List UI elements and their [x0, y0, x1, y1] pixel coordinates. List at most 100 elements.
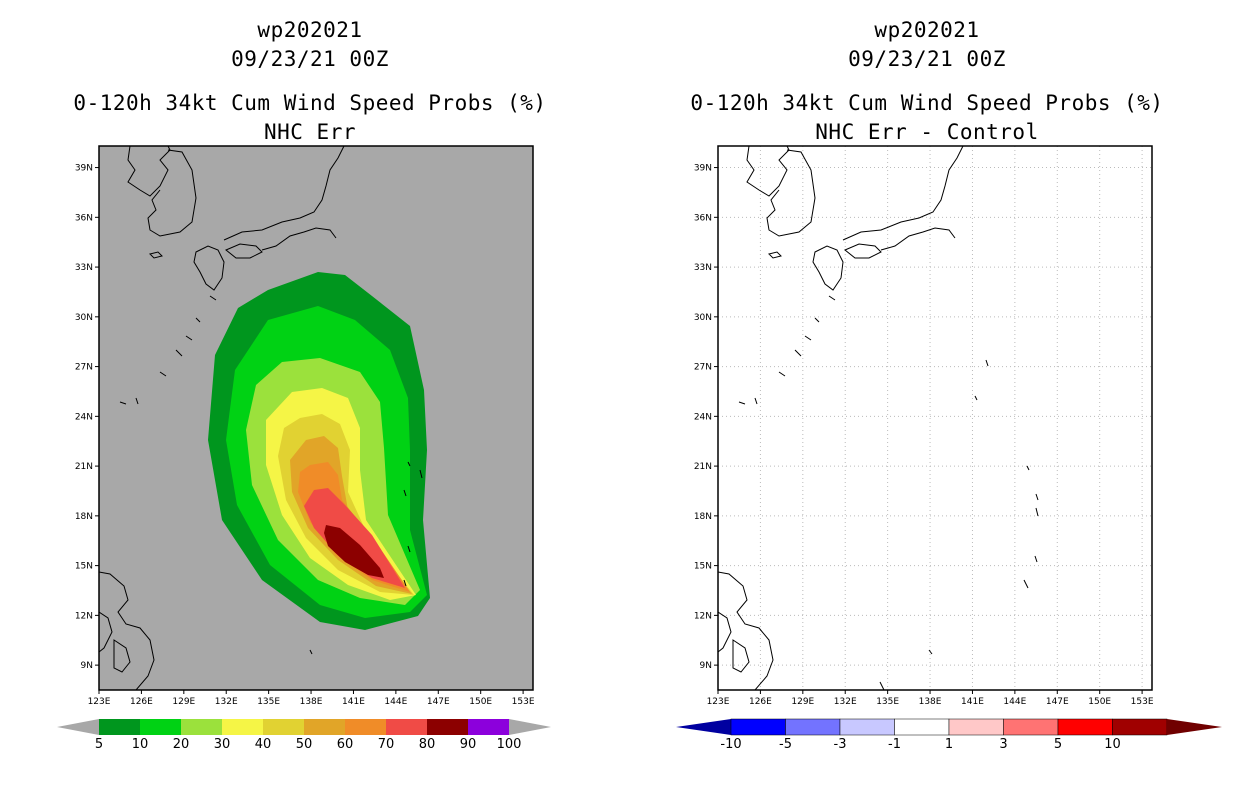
lon-label: 126E	[749, 697, 772, 707]
colorbar-swatch	[99, 719, 140, 735]
colorbar-swatch	[1057, 718, 1113, 736]
lon-label: 150E	[469, 697, 492, 707]
right-colorbar: -10 -5 -3 -1 1 3 5 10	[676, 718, 1222, 752]
lon-label: 123E	[707, 697, 730, 707]
coast-japan-shikoku	[844, 243, 882, 259]
lon-label: 141E	[342, 697, 365, 707]
prob-contour-80	[324, 525, 384, 578]
colorbar-swatch	[839, 718, 895, 736]
colorbar-label: 20	[173, 737, 190, 752]
lat-label: 9N	[700, 661, 712, 671]
colorbar-swatch	[1003, 718, 1059, 736]
lat-label: 21N	[694, 462, 712, 472]
colorbar-swatch	[304, 719, 345, 735]
right-map-background	[718, 146, 1152, 690]
lat-label: 18N	[75, 512, 93, 522]
colorbar-label: 10	[1104, 737, 1121, 752]
coast-jeju	[768, 251, 782, 259]
coast-korea-peninsula	[147, 149, 197, 237]
coast-korea-china	[127, 146, 171, 197]
right-map-frame	[717, 145, 1153, 691]
coast-philippines	[718, 571, 774, 690]
colorbar-label: 40	[255, 737, 272, 752]
colorbar-swatch	[948, 718, 1004, 736]
colorbar-swatch	[263, 719, 304, 735]
lon-label: 153E	[1131, 697, 1154, 707]
colorbar-label: 5	[95, 737, 103, 752]
right-coastlines	[718, 146, 1039, 690]
lat-label: 21N	[75, 462, 93, 472]
colorbar-swatch	[1112, 718, 1168, 736]
lat-label: 30N	[694, 313, 712, 323]
lat-label: 27N	[75, 363, 93, 373]
colorbar-right-arrow	[1167, 719, 1222, 735]
colorbar-swatch	[785, 718, 841, 736]
lon-label: 153E	[512, 697, 535, 707]
coast-jeju	[149, 251, 163, 259]
lon-label: 126E	[130, 697, 153, 707]
left-storm-id: wp202021	[257, 18, 363, 42]
coast-japan-south	[261, 227, 337, 251]
probability-contours	[208, 272, 430, 630]
lat-label: 15N	[75, 562, 93, 572]
left-product-title: 0-120h 34kt Cum Wind Speed Probs (%)	[73, 91, 547, 115]
colorbar-swatch	[468, 719, 509, 735]
left-subtitle: NHC Err	[263, 120, 356, 144]
lat-label: 36N	[694, 213, 712, 223]
colorbar-left-arrow	[676, 719, 731, 735]
coast-japan-shikoku	[225, 243, 263, 259]
colorbar-label: 90	[460, 737, 477, 752]
colorbar-swatch	[345, 719, 386, 735]
lon-label: 132E	[834, 697, 857, 707]
colorbar-label: 60	[337, 737, 354, 752]
lon-label: 132E	[215, 697, 238, 707]
lat-label: 24N	[694, 412, 712, 422]
left-map: 39N 36N 33N 30N 27N 24N 21N 18N 15N 12N 9N 123E 126E…	[75, 145, 535, 707]
lon-label: 138E	[919, 697, 942, 707]
lon-label: 129E	[172, 697, 195, 707]
prob-contour-70	[304, 488, 405, 588]
colorbar-swatch	[181, 719, 222, 735]
colorbar-label: 70	[378, 737, 395, 752]
coast-mariana-islands	[309, 461, 423, 655]
lat-label: 27N	[694, 363, 712, 373]
colorbar-label: 30	[214, 737, 231, 752]
coast-philippines	[99, 571, 155, 690]
coast-ryukyu	[119, 295, 217, 405]
colorbar-swatch	[894, 718, 950, 736]
lat-label: 39N	[75, 164, 93, 174]
right-axis-labels: 39N 36N 33N 30N 27N 24N 21N 18N 15N 12N 9N 123E 126E…	[694, 164, 1154, 707]
colorbar-label: 80	[419, 737, 436, 752]
lat-label: 12N	[75, 611, 93, 621]
lon-label: 147E	[1046, 697, 1069, 707]
colorbar-swatch	[222, 719, 263, 735]
lat-label: 33N	[694, 263, 712, 273]
coast-japan-kyushu	[193, 245, 225, 291]
lat-label: 9N	[81, 661, 93, 671]
colorbar-label: 100	[497, 737, 522, 752]
lon-label: 147E	[427, 697, 450, 707]
coast-japan-honshu	[223, 146, 345, 241]
left-coastlines	[99, 146, 423, 690]
left-colorbar: 5 10 20 30 40 50 60 70 80 90 100	[57, 719, 551, 752]
lat-label: 30N	[75, 313, 93, 323]
coast-japan-kyushu	[812, 245, 844, 291]
right-map: 39N 36N 33N 30N 27N 24N 21N 18N 15N 12N 9N 123E 126E…	[694, 145, 1154, 707]
colorbar-swatch	[386, 719, 427, 735]
left-map-frame	[98, 145, 534, 691]
colorbar-swatch	[427, 719, 468, 735]
lat-label: 24N	[75, 412, 93, 422]
colorbar-label: 10	[132, 737, 149, 752]
lon-label: 150E	[1088, 697, 1111, 707]
colorbar-label: -10	[720, 737, 741, 752]
lat-label: 33N	[75, 263, 93, 273]
lat-label: 18N	[694, 512, 712, 522]
coast-japan-south	[880, 227, 956, 251]
right-product-title: 0-120h 34kt Cum Wind Speed Probs (%)	[690, 91, 1164, 115]
coast-japan-honshu	[842, 146, 964, 241]
colorbar-label: -3	[834, 737, 847, 752]
lon-label: 135E	[876, 697, 899, 707]
lat-label: 36N	[75, 213, 93, 223]
lat-label: 12N	[694, 611, 712, 621]
